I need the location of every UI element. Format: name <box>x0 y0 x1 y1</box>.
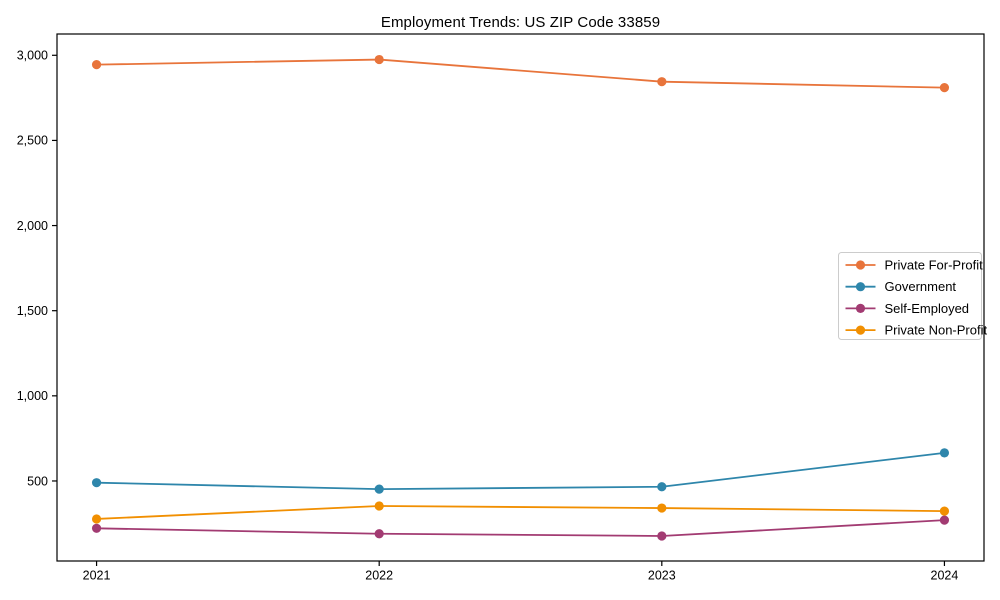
series-marker-self-employed <box>657 531 667 541</box>
legend-marker-dot <box>855 325 866 335</box>
series-marker-government <box>374 484 384 494</box>
legend-marker-dot <box>855 282 866 292</box>
series-marker-private-non-profit <box>91 514 102 524</box>
y-tick-label: 1,500 <box>17 304 48 318</box>
y-tick-label: 3,000 <box>17 49 48 63</box>
legend-label: Private Non-Profit <box>885 323 988 338</box>
chart-title: Employment Trends: US ZIP Code 33859 <box>380 14 661 31</box>
series-marker-private-for-profit <box>91 60 102 70</box>
legend-entry-self-employed: Self-Employed <box>845 301 970 316</box>
series-marker-private-for-profit <box>939 83 950 93</box>
legend: Private For-Profit Government Self-Employe… <box>838 252 988 340</box>
series-marker-government <box>939 448 950 458</box>
x-tick-label: 2023 <box>648 569 676 583</box>
y-tick-label: 500 <box>27 474 48 488</box>
series-marker-private-non-profit <box>374 501 384 511</box>
legend-entry-private-for-profit: Private For-Profit <box>845 258 984 273</box>
legend-entry-government: Government <box>845 279 957 294</box>
legend-label: Government <box>885 279 957 294</box>
legend-entry-private-non-profit: Private Non-Profit <box>845 323 988 338</box>
y-tick-label: 1,000 <box>17 389 48 403</box>
plot-frame <box>56 33 985 562</box>
series-marker-private-for-profit <box>374 54 384 65</box>
series-line-private-for-profit <box>95 58 946 89</box>
series-line-self-employed <box>95 519 946 537</box>
y-tick-label: 2,500 <box>17 134 48 148</box>
legend-marker-dot <box>855 260 866 270</box>
y-tick-label: 2,000 <box>17 219 48 233</box>
series-marker-self-employed <box>91 523 102 533</box>
x-tick-label: 2021 <box>83 569 111 583</box>
x-tick-label: 2024 <box>931 569 959 583</box>
series-marker-government <box>91 478 102 488</box>
legend-label: Private For-Profit <box>885 258 984 273</box>
series-marker-government <box>657 482 667 492</box>
x-tick-label: 2022 <box>365 569 393 583</box>
series-line-government <box>95 451 946 491</box>
legend-label: Self-Employed <box>885 301 970 316</box>
series-marker-self-employed <box>939 515 950 525</box>
series-marker-private-non-profit <box>939 506 950 516</box>
series-marker-self-employed <box>374 529 384 539</box>
series-marker-private-for-profit <box>657 77 667 87</box>
legend-marker-dot <box>855 303 866 313</box>
series-line-private-non-profit <box>95 505 946 520</box>
series-marker-private-non-profit <box>657 503 667 513</box>
legend-box <box>838 252 982 340</box>
